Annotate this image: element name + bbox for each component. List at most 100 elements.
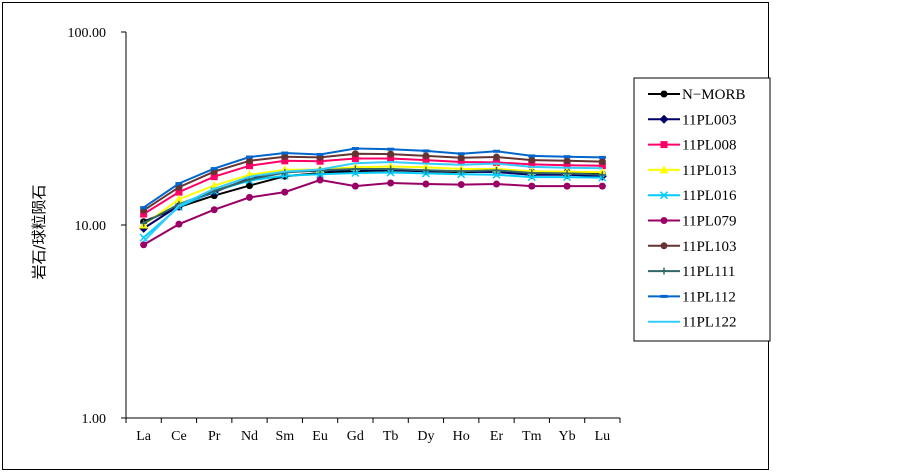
- series-line: [143, 168, 603, 225]
- legend-entry: 11PL008: [648, 138, 736, 154]
- y-tick-label: 1.00: [82, 412, 107, 427]
- series-line: [143, 152, 603, 212]
- series-11pl103: [140, 150, 606, 214]
- legend-entry: 11PL111: [648, 264, 735, 280]
- x-tick-label: Yb: [559, 429, 576, 444]
- x-tick-label: Er: [490, 429, 504, 444]
- data-point: [563, 157, 571, 165]
- data-point: [246, 193, 253, 201]
- legend-label: 11PL103: [682, 239, 736, 255]
- data-point: [527, 173, 536, 182]
- legend-marker: [660, 267, 668, 275]
- data-point: [422, 180, 430, 188]
- data-point: [528, 156, 536, 164]
- series-line: [143, 165, 603, 226]
- data-point: [528, 154, 536, 158]
- legend-entry: 11PL003: [648, 112, 736, 128]
- data-point: [175, 182, 183, 186]
- data-point: [386, 168, 395, 177]
- tick-labels: 1.00 10.00 100.00 La Ce Pr Nd Sm Eu Gd Tb Dy Ho Er Tm Y…: [68, 26, 611, 444]
- legend: N−MORB 11PL003 11PL008 11PL013 11PL016 11PL07…: [633, 77, 771, 342]
- data-point: [457, 152, 465, 156]
- legend-marker: [660, 242, 668, 250]
- x-tick-label: Tb: [383, 429, 399, 444]
- data-point: [493, 180, 500, 188]
- data-point: [598, 182, 606, 190]
- data-point: [316, 152, 324, 156]
- data-point: [246, 155, 253, 159]
- series-line: [143, 147, 603, 209]
- data-point: [563, 169, 571, 177]
- data-point: [351, 147, 359, 151]
- x-tick-label: Ho: [453, 429, 470, 444]
- data-point: [246, 182, 253, 190]
- data-point: [598, 171, 606, 179]
- data-point: [140, 241, 148, 249]
- legend-label: 11PL016: [682, 188, 737, 204]
- legend-label: 11PL122: [682, 315, 736, 331]
- data-point: [563, 155, 571, 159]
- y-axis-title: 岩石/球粒陨石: [30, 184, 48, 279]
- legend-label: 11PL079: [682, 214, 736, 230]
- y-tick-label: 100.00: [68, 26, 107, 41]
- legend-marker: [660, 141, 668, 149]
- y-tick-label: 10.00: [75, 219, 107, 234]
- series-11pl079: [140, 176, 606, 249]
- data-point: [351, 155, 359, 163]
- x-tick-label: Sm: [275, 429, 294, 444]
- data-point: [387, 150, 395, 158]
- x-tick-label: Eu: [312, 429, 328, 444]
- legend-entry: N−MORB: [648, 87, 745, 103]
- data-point: [457, 154, 465, 162]
- data-point: [351, 182, 359, 190]
- data-point: [457, 158, 465, 166]
- legend-entry: 11PL103: [648, 239, 736, 255]
- series-11pl112: [140, 147, 606, 210]
- data-point: [528, 169, 536, 177]
- data-point: [351, 150, 359, 158]
- data-point: [422, 156, 430, 164]
- data-point: [493, 166, 500, 174]
- legend-marker: [660, 217, 668, 224]
- data-point: [528, 160, 536, 168]
- legend-marker: [660, 294, 668, 298]
- data-point: [351, 165, 359, 173]
- data-point: [316, 157, 324, 165]
- data-point: [210, 206, 218, 214]
- data-point: [387, 179, 395, 187]
- data-point: [246, 162, 253, 170]
- data-point: [316, 170, 325, 179]
- data-point: [175, 188, 183, 196]
- data-point: [387, 147, 395, 151]
- series-11pl003: [139, 164, 607, 233]
- data-point: [281, 157, 289, 165]
- x-tick-label: La: [136, 429, 152, 444]
- x-tick-label: Dy: [417, 429, 434, 444]
- x-tick-label: Lu: [595, 429, 611, 444]
- data-point: [492, 170, 501, 179]
- data-point: [563, 161, 571, 169]
- x-tick-label: Nd: [241, 429, 258, 444]
- series-11pl122: [142, 160, 603, 243]
- data-point: [281, 151, 289, 155]
- series-line: [143, 157, 603, 215]
- data-point: [140, 219, 148, 227]
- legend-label: 11PL008: [682, 138, 736, 154]
- legend-marker: [659, 114, 669, 124]
- x-tick-label: Pr: [208, 429, 221, 444]
- legend-label: 11PL111: [682, 264, 735, 280]
- legend-label: 11PL013: [682, 163, 736, 179]
- data-point: [421, 162, 431, 171]
- series-layer: [139, 147, 607, 249]
- legend-label: 11PL112: [682, 289, 736, 305]
- data-point: [387, 165, 395, 173]
- legend-entry: 11PL016: [648, 188, 737, 204]
- data-point: [598, 162, 606, 170]
- data-point: [387, 155, 395, 163]
- legend-marker: [660, 90, 668, 98]
- data-point: [140, 210, 148, 218]
- legend-entry: 11PL122: [648, 315, 736, 331]
- legend-marker: [659, 165, 669, 174]
- data-point: [140, 206, 148, 210]
